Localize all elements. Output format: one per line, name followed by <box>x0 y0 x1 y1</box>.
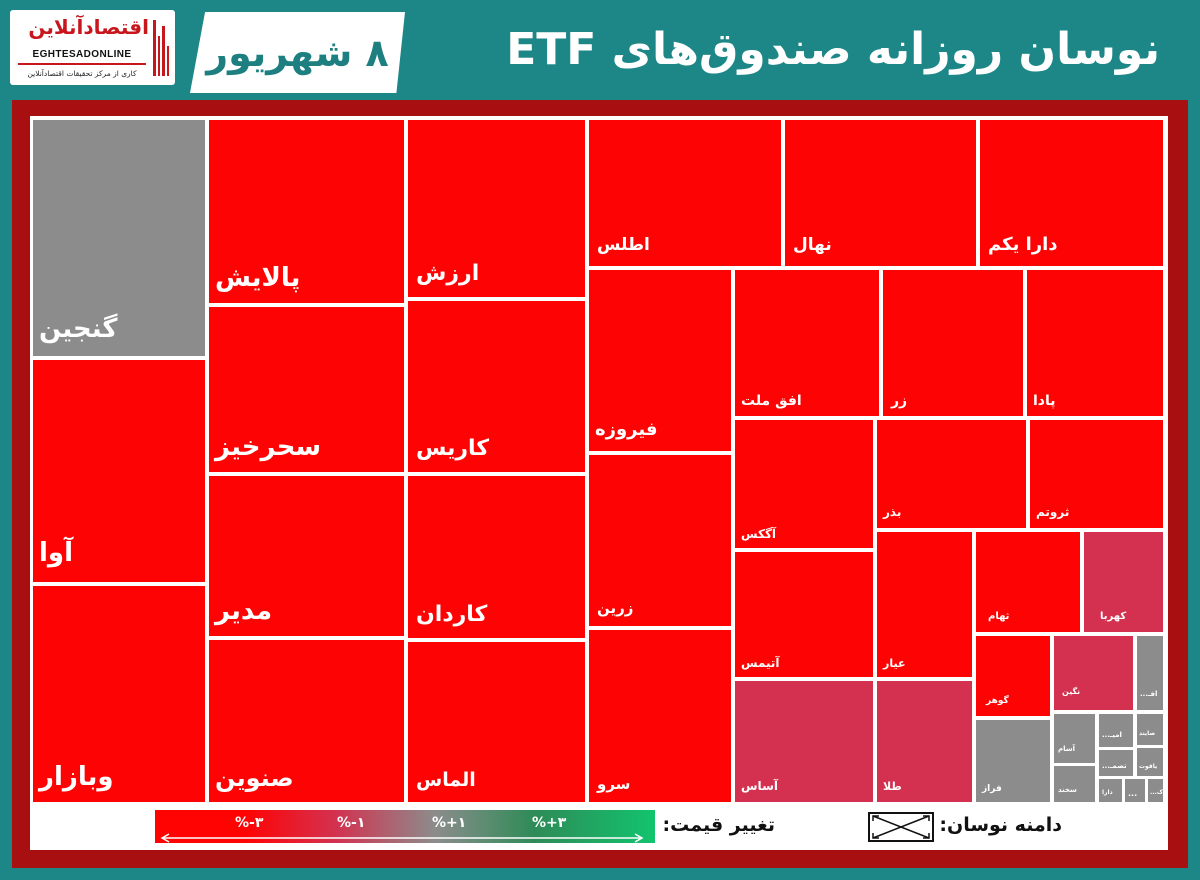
page-title: نوسان روزانه صندوق‌های ETF <box>506 24 1160 75</box>
date-badge: ۸ شهریور <box>190 12 405 93</box>
legend-tick: %-۳ <box>235 815 264 831</box>
logo-tagline: کاری از مرکز تحقیقات اقتصادآنلاین <box>27 69 137 78</box>
legend-tick: %-۱ <box>337 815 366 831</box>
crossed-box-icon <box>868 812 934 842</box>
bars-icon <box>153 20 169 76</box>
logo: اقتصادآنلاین EGHTESADONLINE کاری از مرکز… <box>10 10 175 85</box>
price-change-label: تغییر قیمت: <box>662 814 775 836</box>
legend-tick: %+۱ <box>432 815 467 831</box>
chart-panel <box>30 116 1168 850</box>
legend-tick: %+۳ <box>532 815 567 831</box>
range-label: دامنه نوسان: <box>939 814 1062 836</box>
date-text: ۸ شهریور <box>206 30 389 75</box>
logo-name: اقتصادآنلاین <box>28 15 149 39</box>
logo-latin: EGHTESADONLINE <box>18 50 146 65</box>
double-arrow-icon <box>160 833 644 843</box>
color-scale-legend: %-۳ %-۱ %+۱ %+۳ <box>155 810 655 843</box>
